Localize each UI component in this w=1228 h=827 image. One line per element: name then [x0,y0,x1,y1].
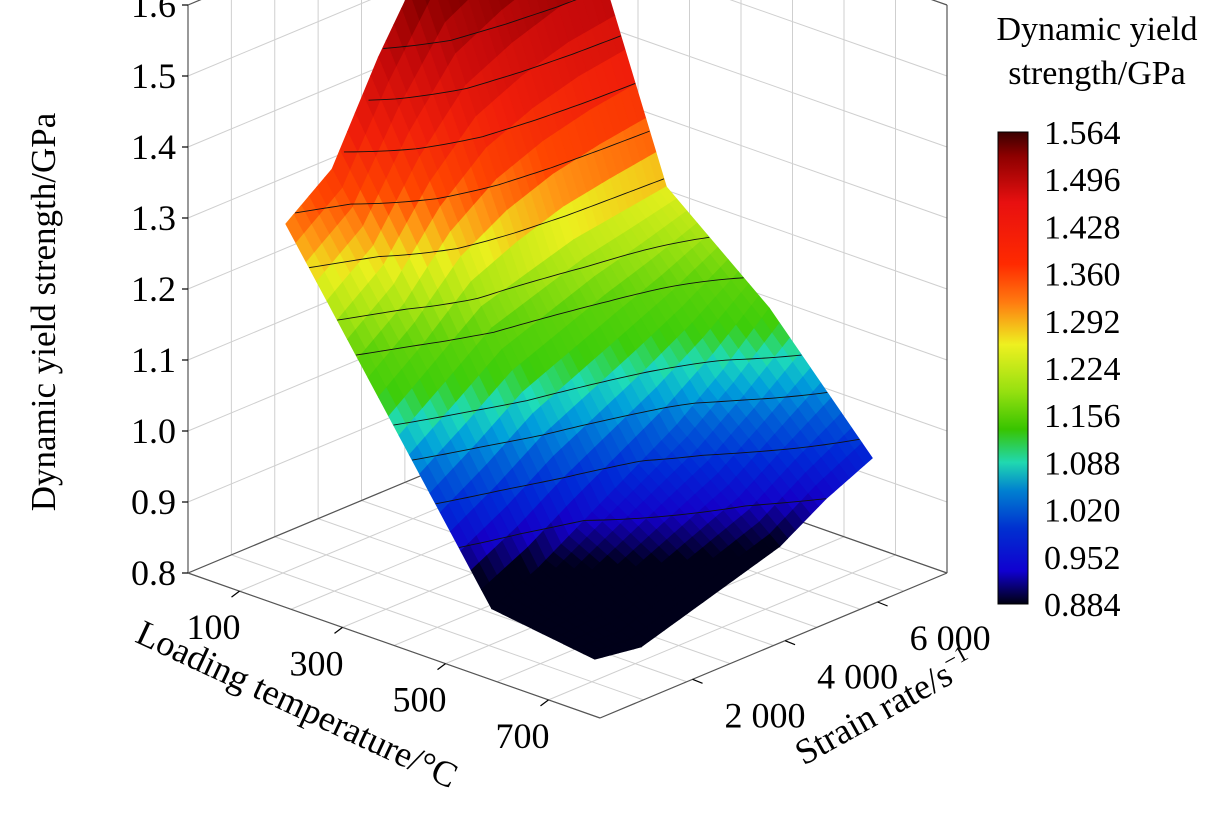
colorbar-tick-label: 0.952 [1044,540,1121,577]
gridline [548,554,896,701]
x-tick-label: 500 [393,680,447,720]
colorbar-tick-label: 1.496 [1044,162,1121,199]
colorbar-tick-label: 1.156 [1044,398,1121,435]
contour-line [412,392,828,461]
y-tick-label: 4 000 [817,657,898,697]
x-tick-mark [231,590,240,598]
y-tick-mark [692,678,703,684]
z-tick-label: 1.0 [131,411,176,451]
z-tick-label: 1.2 [131,269,176,309]
contour-line [355,277,744,356]
z-tick-labels: 0.8 0.9 1.0 1.1 1.2 1.3 1.4 1.5 1.6 [131,0,188,593]
contour-line [383,0,577,49]
contour-line [368,35,622,101]
surface-cell [424,0,431,8]
colorbar-tick-label: 0.884 [1044,587,1121,624]
x-tick-mark [540,699,549,707]
contour-line [309,178,665,269]
contour-line [458,498,827,548]
colorbar-tick-labels: 1.564 1.496 1.428 1.360 1.292 1.224 1.156 1.088… [1044,115,1121,624]
y-tick-mark [877,601,888,607]
colorbar-title-line1: Dynamic yield [996,11,1197,48]
contour-line [337,236,710,321]
colorbar-tick-label: 1.292 [1044,304,1121,341]
colorbar-tick-label: 1.564 [1044,115,1121,152]
contour-lines [294,0,860,548]
y-tick-mark [784,640,796,646]
z-tick-label: 1.5 [131,56,176,96]
colorbar-tick-label: 1.020 [1044,493,1121,530]
gridline [187,0,948,77]
z-tick-label: 0.9 [131,482,176,522]
x-tick-mark [334,626,343,634]
contour-line [294,130,650,214]
contour-line [343,83,636,153]
surface-cell [583,651,604,660]
z-tick-label: 1.6 [131,0,176,25]
colorbar-tick-label: 1.428 [1044,209,1121,246]
contour-line [393,354,802,426]
colorbar-tick-label: 1.360 [1044,257,1121,294]
x-tick-label: 700 [496,716,550,756]
contour-line [435,438,860,505]
y-tick-label: 6 000 [910,618,991,658]
colorbar [997,131,1029,605]
z-tick-label: 1.1 [131,340,176,380]
y-tick-label: 2 000 [725,695,806,735]
x-tick-labels: 100 300 500 700 [187,590,550,756]
z-tick-label: 1.4 [131,127,176,167]
x-tick-mark [437,663,446,671]
x-tick-label: 100 [187,607,241,647]
z-axis-label: Dynamic yield strength/GPa [24,112,63,511]
axis-edge [187,572,601,719]
colorbar-tick-label: 1.224 [1044,351,1121,388]
z-tick-label: 0.8 [131,553,176,593]
z-tick-label: 1.3 [131,198,176,238]
axis-edge [599,572,948,719]
surface [285,0,873,660]
x-tick-label: 300 [290,643,344,683]
y-tick-labels: 2 000 4 000 6 000 [692,601,991,735]
colorbar-tick-label: 1.088 [1044,445,1121,482]
colorbar-title-line2: strength/GPa [1008,55,1186,92]
